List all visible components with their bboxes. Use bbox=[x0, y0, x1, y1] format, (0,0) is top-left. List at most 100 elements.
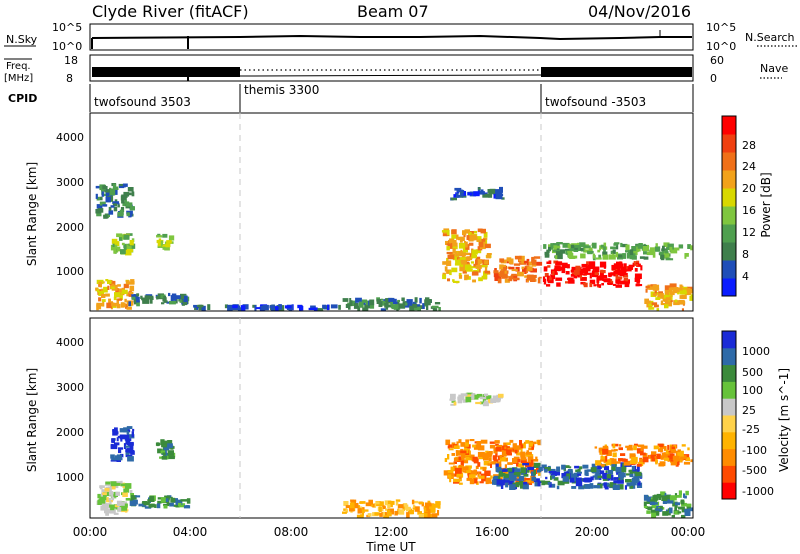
scatter-cell bbox=[633, 445, 637, 451]
scatter-cell bbox=[112, 203, 117, 207]
scatter-cell bbox=[478, 475, 485, 479]
scatter-cell bbox=[469, 454, 475, 459]
scatter-cell bbox=[665, 449, 669, 455]
scatter-cell bbox=[349, 502, 355, 509]
scatter-cell bbox=[495, 193, 503, 200]
cpid-segment-3: twofsound -3503 bbox=[545, 95, 646, 109]
scatter-cell bbox=[631, 465, 635, 471]
scatter-cell bbox=[625, 479, 632, 483]
scatter-cell bbox=[101, 288, 105, 292]
scatter-cell bbox=[459, 482, 463, 485]
scatter-cell bbox=[523, 473, 529, 477]
velocity-cbar-tick-m1000: -1000 bbox=[742, 485, 774, 498]
scatter-cell bbox=[421, 502, 425, 507]
scatter-cell bbox=[497, 278, 502, 284]
scatter-cell bbox=[615, 279, 619, 284]
scatter-cell bbox=[634, 277, 641, 282]
scatter-cell bbox=[126, 431, 130, 436]
scatter-cell bbox=[108, 498, 111, 501]
scatter-cell bbox=[605, 470, 608, 474]
scatter-cell bbox=[182, 302, 188, 306]
scatter-cell bbox=[625, 244, 630, 251]
scatter-cell bbox=[640, 447, 643, 452]
scatter-cell bbox=[602, 278, 605, 281]
scatter-cell bbox=[544, 468, 548, 473]
scatter-cell bbox=[101, 191, 104, 197]
scatter-cell bbox=[405, 302, 408, 306]
scatter-cell bbox=[524, 478, 530, 482]
scatter-cell bbox=[376, 298, 382, 304]
scatter-cell bbox=[458, 476, 462, 482]
scatter-cell bbox=[656, 493, 660, 499]
scatter-cell bbox=[447, 474, 454, 478]
scatter-cell bbox=[166, 499, 170, 506]
scatter-cell bbox=[165, 243, 169, 248]
scatter-cell bbox=[131, 431, 134, 438]
scatter-cell bbox=[455, 251, 458, 257]
scatter-cell bbox=[422, 303, 425, 309]
scatter-cell bbox=[414, 306, 421, 311]
scatter-cell bbox=[518, 255, 525, 261]
scatter-cell bbox=[517, 271, 524, 277]
scatter-cell bbox=[650, 509, 657, 514]
scatter-cell bbox=[385, 307, 389, 310]
scatter-cell bbox=[402, 301, 410, 304]
scatter-cell bbox=[627, 266, 633, 270]
nsearch-tick-top: 10^5 bbox=[706, 21, 736, 34]
scatter-cell bbox=[130, 212, 133, 217]
scatter-cell bbox=[670, 247, 678, 254]
scatter-cell bbox=[477, 445, 485, 451]
scatter-cell bbox=[690, 459, 693, 463]
scatter-cell bbox=[164, 495, 170, 500]
scatter-cell bbox=[124, 192, 132, 196]
scatter-cell bbox=[633, 249, 638, 256]
scatter-cell bbox=[124, 200, 127, 205]
scatter-cell bbox=[685, 490, 689, 496]
scatter-cell bbox=[550, 274, 556, 280]
scatter-cell bbox=[365, 502, 371, 507]
scatter-cell bbox=[520, 472, 526, 475]
scatter-cell bbox=[659, 461, 666, 467]
scatter-cell bbox=[180, 296, 186, 300]
scatter-cell bbox=[384, 302, 389, 308]
scatter-cell bbox=[490, 398, 496, 403]
scatter-cell bbox=[612, 249, 616, 254]
scatter-cell bbox=[369, 299, 375, 306]
scatter-cell bbox=[365, 304, 369, 311]
scatter-cell bbox=[671, 446, 676, 450]
scatter-cell bbox=[117, 298, 123, 301]
scatter-cell bbox=[451, 473, 455, 477]
scatter-cell bbox=[157, 448, 162, 454]
scatter-cell bbox=[412, 504, 416, 508]
scatter-cell bbox=[97, 493, 101, 499]
scatter-cell bbox=[313, 307, 318, 311]
scatter-cell bbox=[124, 298, 127, 303]
scatter-cell bbox=[637, 480, 641, 486]
scatter-cell bbox=[526, 279, 529, 282]
scatter-cell bbox=[655, 503, 659, 506]
velocity-ytick-2000: 2000 bbox=[56, 426, 84, 439]
scatter-cell bbox=[614, 449, 618, 452]
scatter-cell bbox=[603, 278, 611, 283]
scatter-cell bbox=[375, 501, 381, 505]
scatter-cell bbox=[361, 299, 368, 303]
scatter-cell bbox=[465, 442, 469, 447]
scatter-cell bbox=[643, 256, 649, 260]
scatter-cell bbox=[373, 503, 377, 508]
scatter-cell bbox=[664, 252, 670, 258]
scatter-cell bbox=[524, 275, 530, 278]
scatter-cell bbox=[126, 426, 133, 429]
power-cbar-tick-12: 12 bbox=[742, 226, 756, 239]
scatter-cell bbox=[617, 254, 624, 258]
scatter-cell bbox=[496, 467, 499, 473]
velocity-panel: 4000 3000 2000 1000 Slant Range [km] 100… bbox=[25, 317, 791, 519]
scatter-cell bbox=[242, 304, 249, 310]
scatter-cell bbox=[504, 446, 507, 450]
scatter-cell bbox=[595, 460, 602, 466]
scatter-cell bbox=[674, 502, 680, 506]
scatter-cell bbox=[650, 454, 657, 459]
scatter-cell bbox=[477, 451, 485, 457]
colorbar-swatch bbox=[722, 448, 736, 466]
scatter-cell bbox=[113, 183, 117, 189]
scatter-cell bbox=[548, 483, 556, 488]
